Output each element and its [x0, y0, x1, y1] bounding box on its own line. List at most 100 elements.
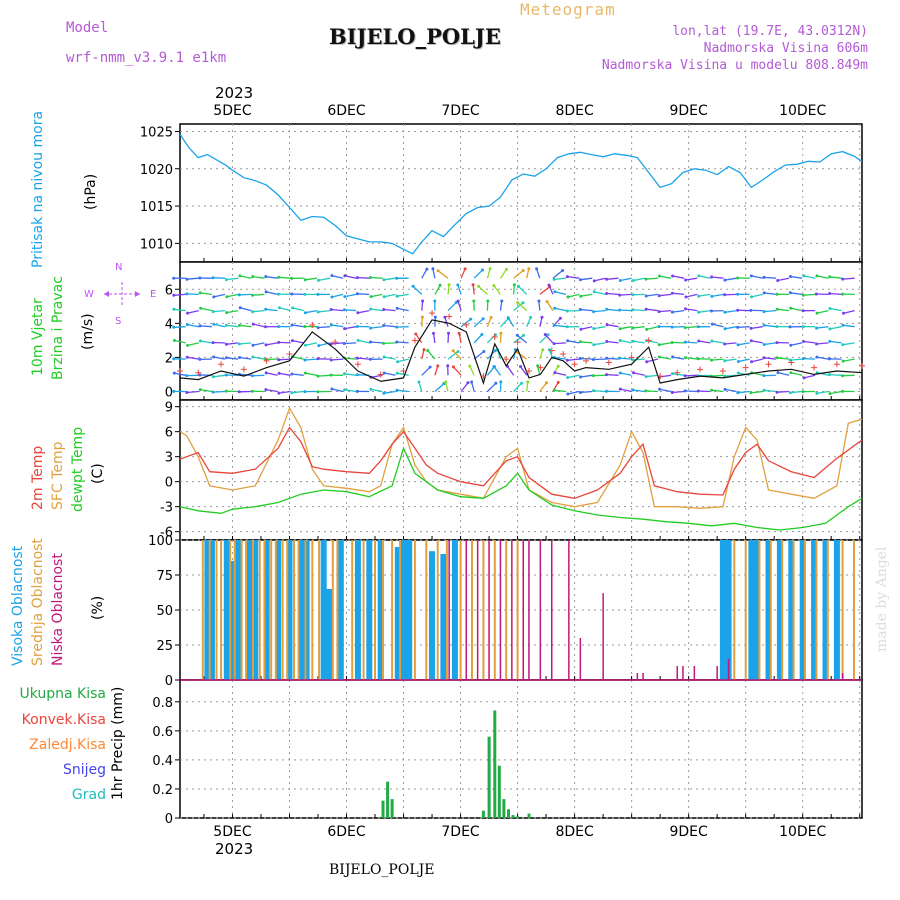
wind-arrow-head [556, 380, 560, 384]
wind-arrow-head [522, 333, 525, 337]
wind-arrow [496, 349, 502, 360]
wind-arrow [318, 326, 331, 329]
wind-arrow [567, 390, 580, 395]
wind-arrow-head [561, 269, 565, 272]
wind-arrow-head [841, 374, 845, 378]
wind-arrow-head [762, 323, 766, 327]
wind-arrow [539, 349, 544, 360]
wind-arrow-head [472, 299, 476, 303]
wind-arrow-head [382, 391, 386, 395]
wind-arrow [513, 302, 524, 312]
wind-arrow [619, 293, 632, 296]
wind-arrow-head [801, 293, 805, 297]
precip-legend-hail: Grad [71, 787, 106, 803]
compass-rose-icon [96, 282, 148, 306]
wind-arrow-head [841, 292, 845, 296]
wind-arrow-head [684, 278, 688, 282]
wind-arrow-head [565, 275, 569, 279]
wind-arrow-head [432, 331, 435, 335]
ytick-label: 1020 [140, 163, 173, 178]
wind-arrow-head [212, 355, 216, 359]
wind-arrow [357, 357, 370, 360]
wind-arrow [724, 326, 737, 330]
wind-arrow [452, 366, 462, 376]
wind-arrow-head [382, 371, 386, 375]
wind-arrow-head [443, 315, 447, 319]
ytick-label: 0.4 [152, 754, 173, 769]
wind-arrow-head [545, 300, 549, 304]
wind-arrow [790, 390, 803, 394]
cloud-mid-bar [208, 540, 211, 680]
wind-arrow [659, 374, 672, 378]
wind-arrow-head [710, 294, 714, 298]
wind-arrow [370, 341, 383, 344]
wind-arrow [252, 293, 265, 296]
wind-arrow-head [456, 350, 460, 354]
wind-arrow [472, 284, 475, 295]
compass-north: N [115, 262, 123, 273]
wind-arrow-head [438, 283, 442, 287]
wind-arrow-head [343, 274, 347, 278]
wind-arrow-head [422, 348, 426, 352]
wind-arrow-head [456, 283, 460, 287]
wind-arrow [370, 388, 383, 393]
wind-arrow-head [762, 374, 766, 378]
wind-arrow [619, 309, 632, 312]
ytick-label: 3 [165, 451, 173, 466]
wind-arrow-head [605, 277, 609, 281]
wind-arrow [737, 342, 750, 346]
wind-arrow [305, 372, 318, 376]
wind-arrow-head [696, 389, 700, 393]
wind-arrow-head [736, 343, 740, 347]
cloud-high-bar [833, 540, 840, 680]
cloud-mid-bar [471, 540, 473, 680]
wind-arrow [226, 357, 239, 360]
cloud-mid-bar [318, 540, 321, 680]
wind-arrow-head [356, 311, 360, 315]
wind-arrow [383, 390, 396, 394]
wind-arrow [803, 340, 816, 344]
wind-arrow-head [684, 295, 688, 299]
cloud-mid-bar [769, 540, 772, 680]
ytick-label: -3 [160, 501, 173, 516]
wind-arrow-head [578, 391, 582, 394]
wind-arrow-head [251, 343, 255, 347]
wind-arrow-head [238, 323, 241, 327]
wind-arrow-head [290, 339, 294, 343]
wind-arrow [240, 307, 252, 312]
wind-arrow-head [512, 283, 516, 287]
wind-arrow-head [382, 324, 386, 327]
wind-arrow-head [750, 295, 753, 299]
wind-arrow [632, 309, 645, 312]
wind-arrow-head [592, 310, 595, 314]
wind-arrow-head [841, 323, 845, 327]
wind-arrow-head [801, 309, 805, 313]
wind-arrow [173, 326, 186, 328]
wind-gust-mark [503, 356, 510, 363]
cloud-mid-bar [399, 540, 402, 680]
wind-arrow-head [198, 291, 202, 295]
wind-arrow-head [527, 267, 531, 271]
wind-arrow-head [644, 294, 648, 298]
cloud-mid-bar [297, 540, 300, 680]
wind-arrow-head [815, 355, 819, 359]
wind-arrow [370, 308, 383, 312]
wind-arrow-head [355, 389, 359, 393]
wind-arrow-head [775, 341, 779, 345]
wind-arrow-head [264, 343, 268, 347]
wind-arrow [292, 324, 304, 328]
wind-arrow [384, 293, 396, 298]
ytick-label: 1010 [140, 237, 173, 252]
wind-arrow [434, 284, 441, 295]
cloud-mid-bar [362, 540, 365, 680]
wind-arrow-head [736, 276, 740, 280]
wind-arrow-head [801, 357, 805, 361]
wind-arrow [803, 374, 816, 379]
wind-arrow-head [395, 276, 399, 280]
wind-arrow-head [592, 343, 596, 347]
wind-arrow-head [815, 326, 819, 330]
wind-arrow-head [565, 309, 569, 313]
wind-arrow-head [343, 327, 347, 331]
cloud-high-bar [406, 540, 413, 680]
year-top: 2023 [215, 84, 254, 102]
